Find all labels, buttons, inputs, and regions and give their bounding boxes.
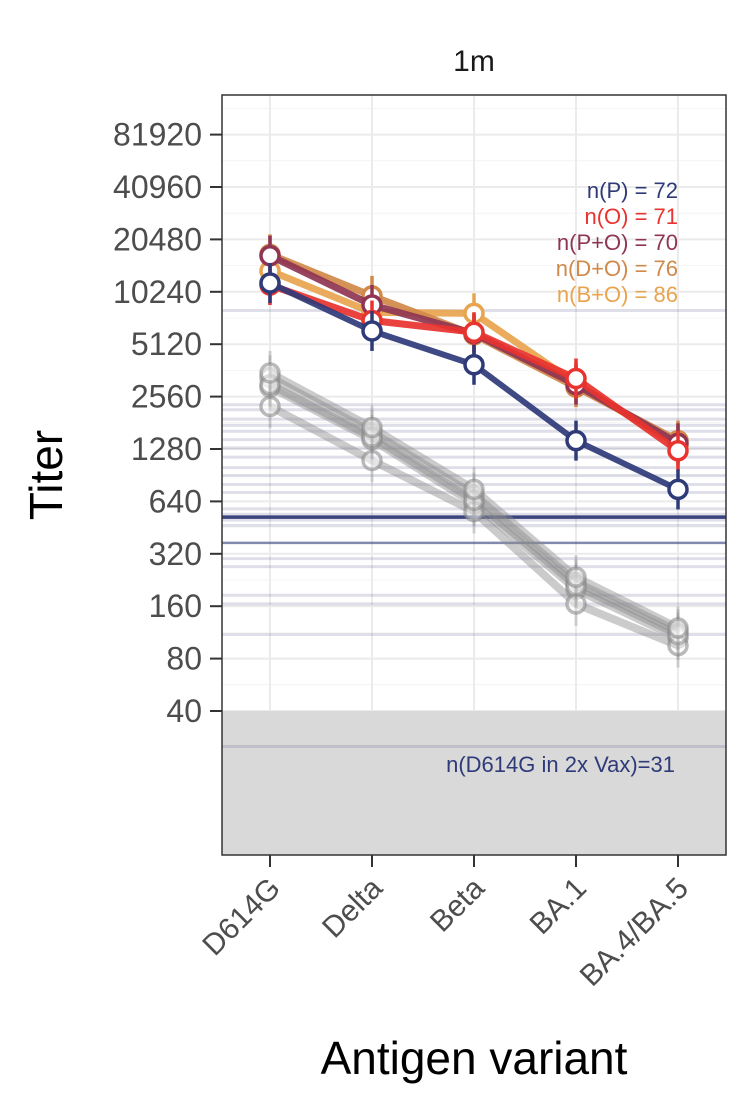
series-lines	[259, 234, 689, 510]
reference-series	[259, 350, 689, 668]
legend-label: n(D+O) = 76	[556, 256, 678, 281]
reference-point	[361, 416, 383, 439]
y-tick-label: 40960	[113, 169, 202, 205]
y-axis: 40 80 160 320 640 1280 2560 5120 10240 20480 40960…	[113, 117, 222, 729]
x-axis: D614G Delta Beta BA.1BA.4/BA.5	[196, 855, 695, 993]
reference-series-group	[259, 350, 689, 650]
facet-title: 1m	[453, 45, 495, 78]
reference-point	[667, 617, 689, 639]
legend-labels: n(P) = 72n(O) = 71n(P+O) = 70n(D+O) = 76…	[556, 178, 678, 307]
x-tick-label: Beta	[424, 871, 491, 938]
series-point	[463, 321, 485, 343]
series-point	[361, 320, 383, 342]
y-tick-label: 20480	[113, 221, 202, 257]
y-tick-label: 81920	[113, 117, 202, 153]
y-tick-label: 640	[149, 483, 202, 519]
y-tick-label: 40	[166, 693, 202, 729]
series-point	[667, 440, 689, 462]
y-tick-label: 2560	[131, 379, 202, 415]
x-tick-label: BA.4/BA.5	[574, 872, 695, 993]
x-tick-label: D614G	[196, 872, 287, 963]
y-tick-label: 10240	[113, 274, 202, 310]
x-tick-label: BA.1	[524, 872, 593, 941]
reference-point	[259, 395, 281, 418]
series-point	[259, 244, 281, 267]
y-tick-label: 1280	[131, 431, 202, 467]
reference-point	[259, 362, 281, 384]
series-point	[565, 367, 587, 390]
vax-count-annotation: n(D614G in 2x Vax)=31	[446, 752, 675, 777]
y-tick-label: 160	[149, 588, 202, 624]
y-tick-label: 320	[149, 536, 202, 572]
legend-label: n(P) = 72	[587, 178, 678, 203]
series-point	[463, 354, 485, 376]
legend-label: n(B+O) = 86	[557, 282, 678, 307]
y-tick-label: 80	[166, 641, 202, 677]
series-point	[667, 478, 689, 501]
reference-point	[463, 478, 485, 501]
legend-label: n(O) = 71	[584, 204, 678, 229]
reference-point	[565, 566, 587, 588]
x-tick-label: Delta	[316, 871, 389, 944]
legend-label: n(P+O) = 70	[557, 230, 678, 255]
below-detection-limit-band	[222, 711, 726, 855]
x-axis-title: Antigen variant	[321, 1032, 628, 1084]
y-tick-label: 5120	[131, 326, 202, 362]
series-p	[259, 263, 689, 510]
y-axis-title: Titer	[20, 430, 72, 520]
series-point	[565, 429, 587, 452]
reference-point	[361, 449, 383, 472]
series-point	[259, 272, 281, 294]
